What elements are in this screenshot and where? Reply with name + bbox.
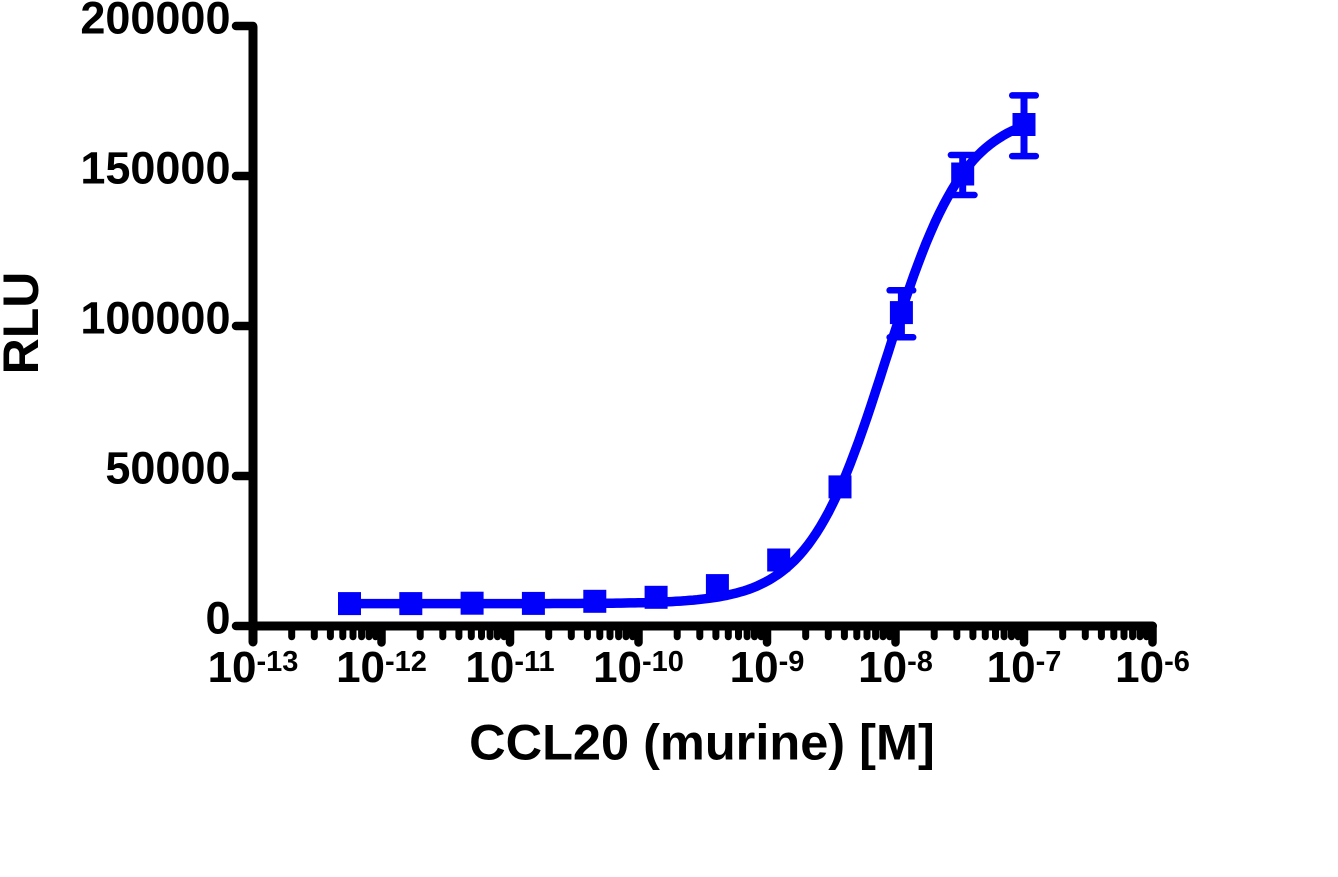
svg-text:10-10: 10-10	[593, 643, 684, 692]
svg-text:10-6: 10-6	[1115, 643, 1190, 692]
svg-text:10-13: 10-13	[208, 643, 299, 692]
svg-text:10-12: 10-12	[336, 643, 427, 692]
svg-text:10-9: 10-9	[730, 643, 805, 692]
svg-text:10-8: 10-8	[858, 643, 933, 692]
svg-text:50000: 50000	[105, 442, 230, 493]
svg-text:100000: 100000	[80, 292, 230, 343]
svg-text:150000: 150000	[80, 142, 230, 193]
svg-text:10-11: 10-11	[465, 643, 554, 692]
svg-text:0: 0	[205, 592, 230, 643]
svg-text:10-7: 10-7	[987, 643, 1062, 692]
svg-text:CCL20 (murine) [M]: CCL20 (murine) [M]	[469, 714, 935, 771]
svg-text:200000: 200000	[80, 0, 230, 43]
svg-text:RLU: RLU	[0, 272, 49, 375]
